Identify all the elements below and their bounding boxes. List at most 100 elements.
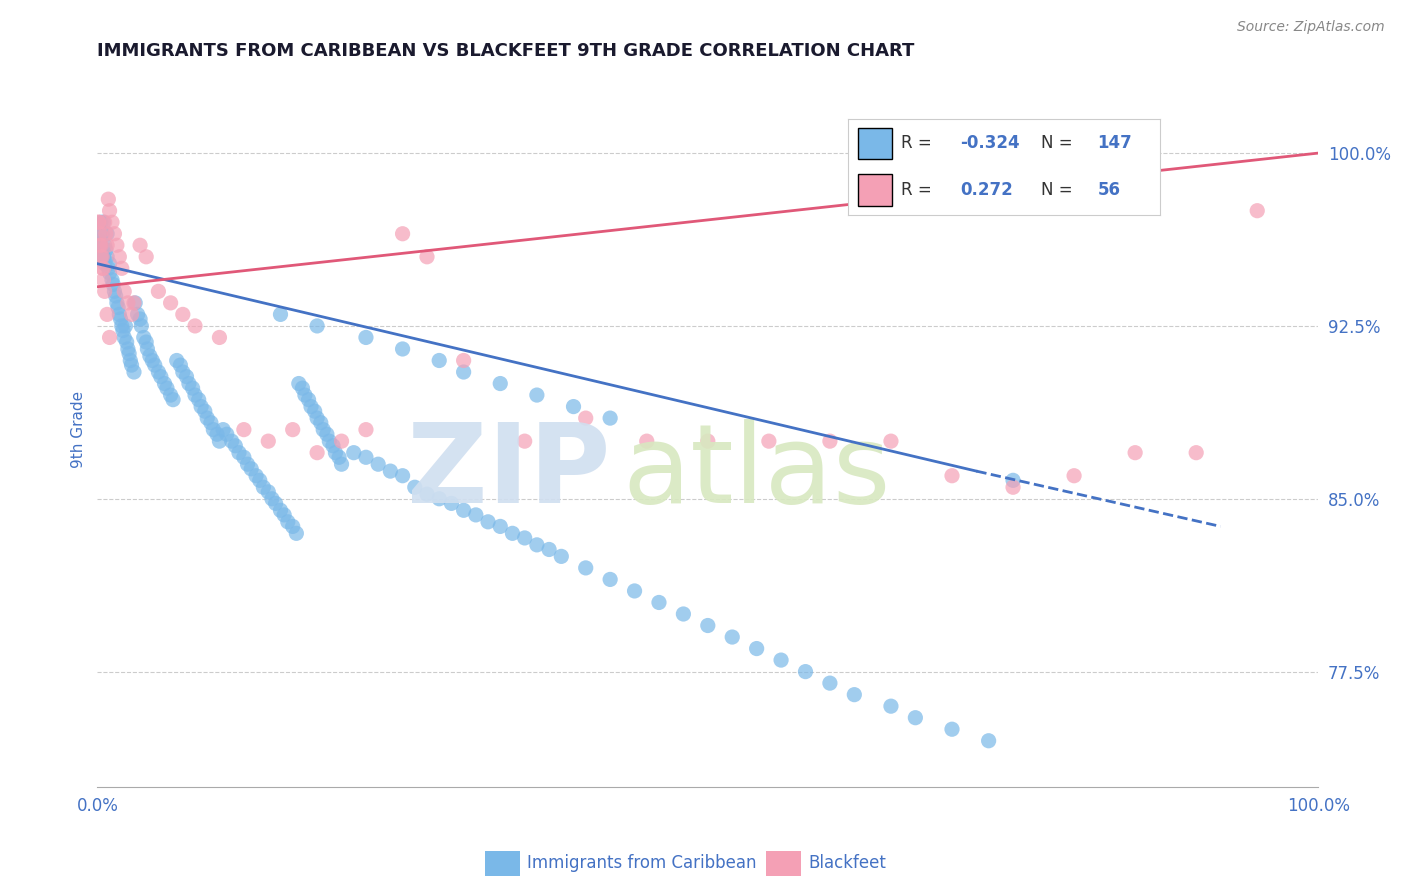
Point xyxy=(904,711,927,725)
Point xyxy=(977,733,1000,747)
Point xyxy=(127,307,149,321)
Point xyxy=(156,381,179,395)
Point xyxy=(98,266,121,280)
Point xyxy=(87,215,110,229)
Point xyxy=(453,365,475,379)
Point xyxy=(118,346,141,360)
Point xyxy=(941,468,963,483)
Point xyxy=(322,439,344,453)
Point xyxy=(526,538,548,552)
Text: atlas: atlas xyxy=(623,419,891,526)
Point xyxy=(98,203,121,218)
Point xyxy=(89,227,111,241)
Point xyxy=(304,404,326,418)
Point xyxy=(93,215,115,229)
Point xyxy=(599,411,621,425)
Point xyxy=(325,445,347,459)
Point xyxy=(93,273,115,287)
Point xyxy=(391,227,413,241)
Point xyxy=(257,484,280,499)
Point xyxy=(91,250,114,264)
Point xyxy=(159,388,181,402)
Point xyxy=(162,392,184,407)
Point xyxy=(194,404,217,418)
Point xyxy=(391,468,413,483)
Point xyxy=(562,400,585,414)
Point xyxy=(232,423,254,437)
Point xyxy=(89,234,111,248)
Point xyxy=(1246,203,1268,218)
Point xyxy=(93,250,115,264)
Point xyxy=(941,723,963,737)
Point xyxy=(101,215,124,229)
Point xyxy=(107,301,129,315)
Point xyxy=(200,416,222,430)
Point xyxy=(121,358,143,372)
Point xyxy=(291,381,314,395)
Text: Blackfeet: Blackfeet xyxy=(808,854,886,871)
Point xyxy=(177,376,200,391)
Point xyxy=(132,330,155,344)
Point xyxy=(103,227,125,241)
Point xyxy=(260,491,283,506)
Point xyxy=(721,630,744,644)
Point xyxy=(122,365,145,379)
Point xyxy=(110,312,132,326)
Point xyxy=(93,261,115,276)
Point xyxy=(184,318,207,333)
Point xyxy=(208,434,231,449)
Point xyxy=(538,542,561,557)
Point xyxy=(184,388,207,402)
Point xyxy=(136,342,159,356)
Point xyxy=(1185,445,1208,459)
Point xyxy=(758,434,780,449)
Point xyxy=(232,450,254,465)
Point xyxy=(489,376,512,391)
Text: IMMIGRANTS FROM CARIBBEAN VS BLACKFEET 9TH GRADE CORRELATION CHART: IMMIGRANTS FROM CARIBBEAN VS BLACKFEET 9… xyxy=(97,42,915,60)
Point xyxy=(120,353,142,368)
Point xyxy=(416,487,439,501)
Point xyxy=(249,473,271,487)
Point xyxy=(202,423,225,437)
Point xyxy=(148,285,170,299)
Point xyxy=(93,215,115,229)
Point xyxy=(273,508,295,522)
Point xyxy=(190,400,212,414)
Point xyxy=(195,411,218,425)
Point xyxy=(212,423,235,437)
Point xyxy=(288,376,311,391)
Point xyxy=(328,450,350,465)
Point xyxy=(112,330,135,344)
Point xyxy=(93,257,115,271)
Point xyxy=(221,434,243,449)
Point xyxy=(354,423,377,437)
Point xyxy=(115,334,138,349)
Point xyxy=(299,400,322,414)
Point xyxy=(245,468,267,483)
Point xyxy=(87,238,110,252)
Point xyxy=(404,480,426,494)
Point xyxy=(1123,445,1146,459)
Point xyxy=(135,334,157,349)
Text: Immigrants from Caribbean: Immigrants from Caribbean xyxy=(527,854,756,871)
Point xyxy=(90,243,112,257)
Point xyxy=(281,519,304,533)
Point xyxy=(187,392,209,407)
Point xyxy=(294,388,316,402)
Point xyxy=(696,434,718,449)
Point xyxy=(307,445,329,459)
Point xyxy=(264,496,287,510)
Point xyxy=(550,549,572,564)
Point xyxy=(98,330,121,344)
Point xyxy=(354,450,377,465)
Text: ZIP: ZIP xyxy=(406,419,610,526)
Point xyxy=(135,250,157,264)
Point xyxy=(122,296,145,310)
Point xyxy=(224,439,246,453)
Point xyxy=(169,358,191,372)
Point xyxy=(277,515,299,529)
Point xyxy=(477,515,499,529)
Point xyxy=(330,434,353,449)
Y-axis label: 9th Grade: 9th Grade xyxy=(72,391,86,468)
Point xyxy=(354,330,377,344)
